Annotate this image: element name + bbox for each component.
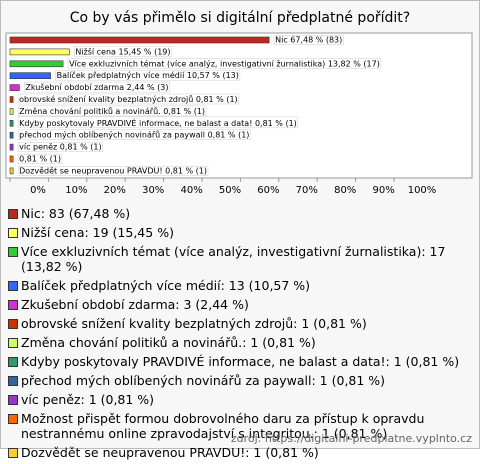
legend-swatch [8,338,18,348]
legend-item: Možnost přispět formou dobrovolného daru… [6,411,472,441]
bar [9,60,64,68]
legend-swatch [8,247,18,257]
legend-item: víc peněz: 1 (0,81 %) [6,392,472,407]
legend-label: Více exkluzivních témat (více analýz, in… [21,244,446,274]
legend-label: víc peněz: 1 (0,81 %) [21,392,155,407]
bar-label: Dozvědět se neupravenou PRAVDU! 0,81 % (… [19,166,207,175]
bar-label-box [67,58,382,69]
bar [9,143,14,151]
legend-item: přechod mých oblíbených novinářů za payw… [6,373,472,388]
x-tick-label: 80% [334,185,356,196]
bar [9,131,14,139]
bar-label-box [17,93,239,105]
legend-label: Nižší cena: 19 (15,45 %) [21,225,174,240]
legend-swatch [8,228,18,238]
legend-swatch [8,300,18,310]
legend-item: Nic: 83 (67,48 %) [6,206,472,221]
legend-item: Dozvědět se neupravenou PRAVDU!: 1 (0,81… [6,445,472,460]
bar-label-box [17,105,207,117]
chart-title: Co by vás přimělo si digitální předplatn… [70,10,410,26]
legend-item: Změna chování politiků a novinářů.: 1 (0… [6,335,472,350]
x-tick-label: 20% [104,185,126,196]
x-tick-label: 0% [30,185,46,196]
legend-label: Kdyby poskytovaly PRAVDIVÉ informace, ne… [21,354,460,369]
bar-label: Zkušební období zdarma 2,44 % (3) [25,82,168,92]
legend-label: Balíček předplatných více médií: 13 (10,… [21,278,311,293]
bar-label: 0,81 % (1) [19,155,61,164]
bar-label: přechod mých oblíbených novinářů za payw… [19,130,249,140]
bar-label-box [273,35,344,45]
bar-label-box [24,81,170,93]
legend-item: Nižší cena: 19 (15,45 %) [6,225,472,240]
legend-swatch [8,281,18,291]
bar [9,72,51,79]
bar-label: Kdyby poskytovaly PRAVDIVÉ informace, ne… [19,117,297,128]
bar [9,120,14,127]
legend-swatch [8,414,18,424]
legend-swatch [8,395,18,405]
legend: Nic: 83 (67,48 %) Nižší cena: 19 (15,45 %… [6,206,472,464]
x-tick-label: 70% [296,185,318,196]
legend-label: Možnost přispět formou dobrovolného daru… [21,411,425,441]
x-tick-label: 50% [219,185,241,196]
bar-label: Změna chování politiků a novinářů. 0,81 … [19,106,205,116]
legend-label: Změna chování politiků a novinářů.: 1 (0… [21,335,316,350]
x-tick-label: 10% [65,185,87,196]
legend-swatch [8,357,18,367]
bar-label-box [74,46,172,57]
bar-label: Nic 67,48 % (83) [275,36,342,45]
legend-item: Více exkluzivních témat (více analýz, in… [6,244,472,274]
bar-label-box [17,116,299,129]
x-tick-label: 40% [180,185,202,196]
bar [9,96,14,103]
bar [9,84,20,91]
x-tick-label: 30% [142,185,164,196]
bar-label-box [17,166,209,176]
bar-label-box [17,154,63,164]
bar-label: víc peněz 0,81 % (1) [19,143,101,152]
bar-label: obrovské snížení kvality bezplatných zdr… [19,94,238,104]
source: zdroj: https://digitalni-predplatne.vypl… [230,432,472,445]
legend-item: Kdyby poskytovaly PRAVDIVÉ informace, ne… [6,354,472,369]
bar-label: Balíček předplatných více médií 10,57 % … [57,70,239,80]
legend-label: Dozvědět se neupravenou PRAVDU!: 1 (0,81… [21,445,319,460]
legend-label: přechod mých oblíbených novinářů za payw… [21,373,386,388]
bar-label-box [17,129,251,140]
legend-label: obrovské snížení kvality bezplatných zdr… [21,316,367,331]
bar [9,167,14,175]
legend-swatch [8,448,18,458]
bar [9,48,70,56]
legend-swatch [8,209,18,219]
x-tick-label: 100% [408,185,437,196]
bar-label-box [55,69,241,81]
legend-swatch [8,376,18,386]
chart: Co by vás přimělo si digitální předplatn… [5,10,473,196]
x-tick-label: 60% [257,185,279,196]
legend-label: Zkušební období zdarma: 3 (2,44 %) [21,297,249,312]
legend-item: Zkušební období zdarma: 3 (2,44 %) [6,297,472,312]
bar-label-box [17,142,103,152]
bar [9,155,14,163]
bar [9,108,14,115]
legend-swatch [8,319,18,329]
plot-frame [5,32,473,179]
legend-label: Nic: 83 (67,48 %) [21,206,131,221]
bar-label: Více exkluzivních témat (více analýz, in… [69,58,380,68]
legend-item: Balíček předplatných více médií: 13 (10,… [6,278,472,293]
bar-label: Nižší cena 15,45 % (19) [75,46,170,56]
legend-item: obrovské snížení kvality bezplatných zdr… [6,316,472,331]
bar [9,36,270,44]
x-tick-label: 90% [372,185,394,196]
